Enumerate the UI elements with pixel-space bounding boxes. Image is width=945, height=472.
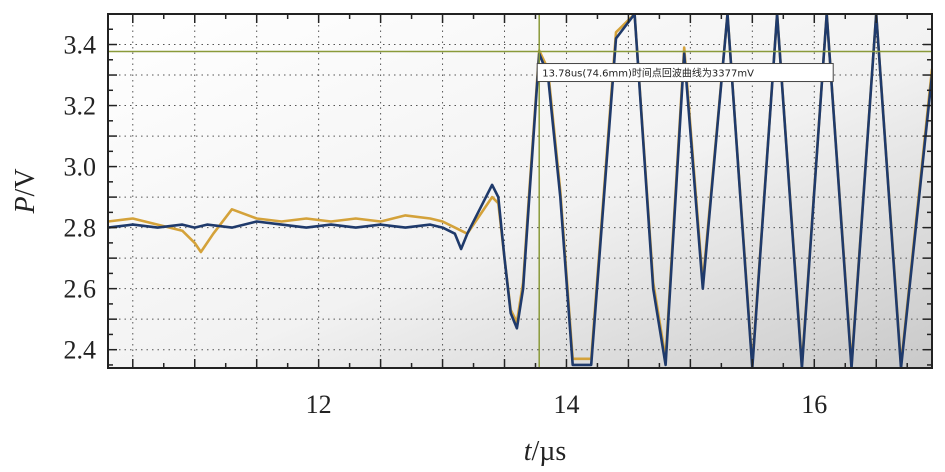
y-tick-label: 3.2 (64, 92, 97, 121)
x-axis-label: t/µs (524, 436, 567, 467)
y-axis-unit: /V (10, 168, 41, 196)
y-tick-label: 3.0 (64, 153, 97, 182)
grid (108, 14, 932, 368)
y-tick-label: 2.6 (64, 275, 97, 304)
y-tick-label: 2.8 (64, 214, 97, 243)
annotation-text: 13.78us(74.6mm)时间点回波曲线为3377mV (542, 67, 754, 80)
x-tick-label: 12 (306, 390, 332, 419)
y-axis-variable: P (10, 196, 41, 214)
x-axis-variable: t (524, 436, 533, 467)
series-navy-line (108, 14, 932, 368)
y-tick-label: 3.4 (64, 31, 97, 60)
annotation-layer: 13.78us(74.6mm)时间点回波曲线为3377mV (536, 63, 834, 83)
plot-frame (107, 13, 933, 369)
y-axis-label: P/V (10, 168, 41, 214)
annotation-box (536, 63, 834, 83)
x-axis-unit: /µs (531, 436, 566, 467)
x-tick-label: 14 (553, 390, 579, 419)
y-tick-label: 2.4 (64, 336, 97, 365)
ticks (108, 13, 932, 368)
x-tick-label: 16 (801, 390, 827, 419)
tick-labels: 12 14 16 2.4 2.6 2.8 3.0 3.2 3.4 (64, 31, 828, 419)
series-layer (108, 14, 932, 368)
